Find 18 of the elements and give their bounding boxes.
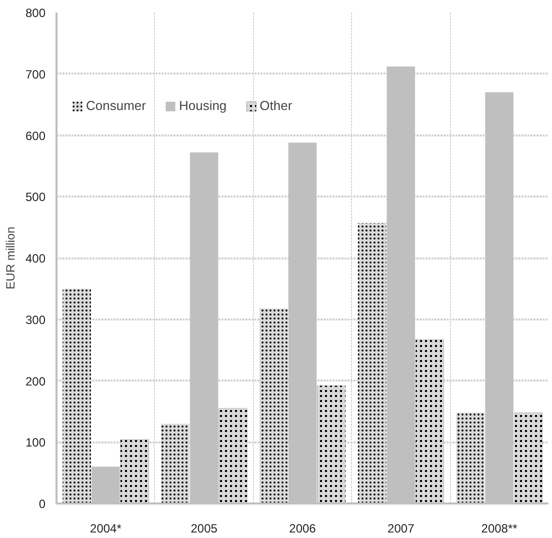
x-tick-label: 2006 [289,522,316,536]
legend-label: Housing [178,98,227,113]
y-tick-label: 600 [25,128,46,143]
y-tick-label: 0 [38,497,46,511]
y-tick-label: 400 [25,252,46,266]
y-tick-label: 500 [25,190,46,204]
y-tick-label: 100 [25,436,46,450]
x-tick-label: 2007 [388,522,415,536]
x-tick-label: 2005 [190,522,218,536]
y-axis-title: EUR million [3,226,18,290]
x-tick-label: 2004* [90,522,122,536]
y-tick-label: 200 [25,374,46,388]
y-tick-label: 700 [25,67,46,82]
y-tick-label: 800 [25,6,46,20]
legend-label: Consumer [86,98,146,113]
y-tick-label: 300 [25,312,46,327]
legend-label: Other [260,98,292,113]
x-tick-label: 2008** [481,522,518,536]
